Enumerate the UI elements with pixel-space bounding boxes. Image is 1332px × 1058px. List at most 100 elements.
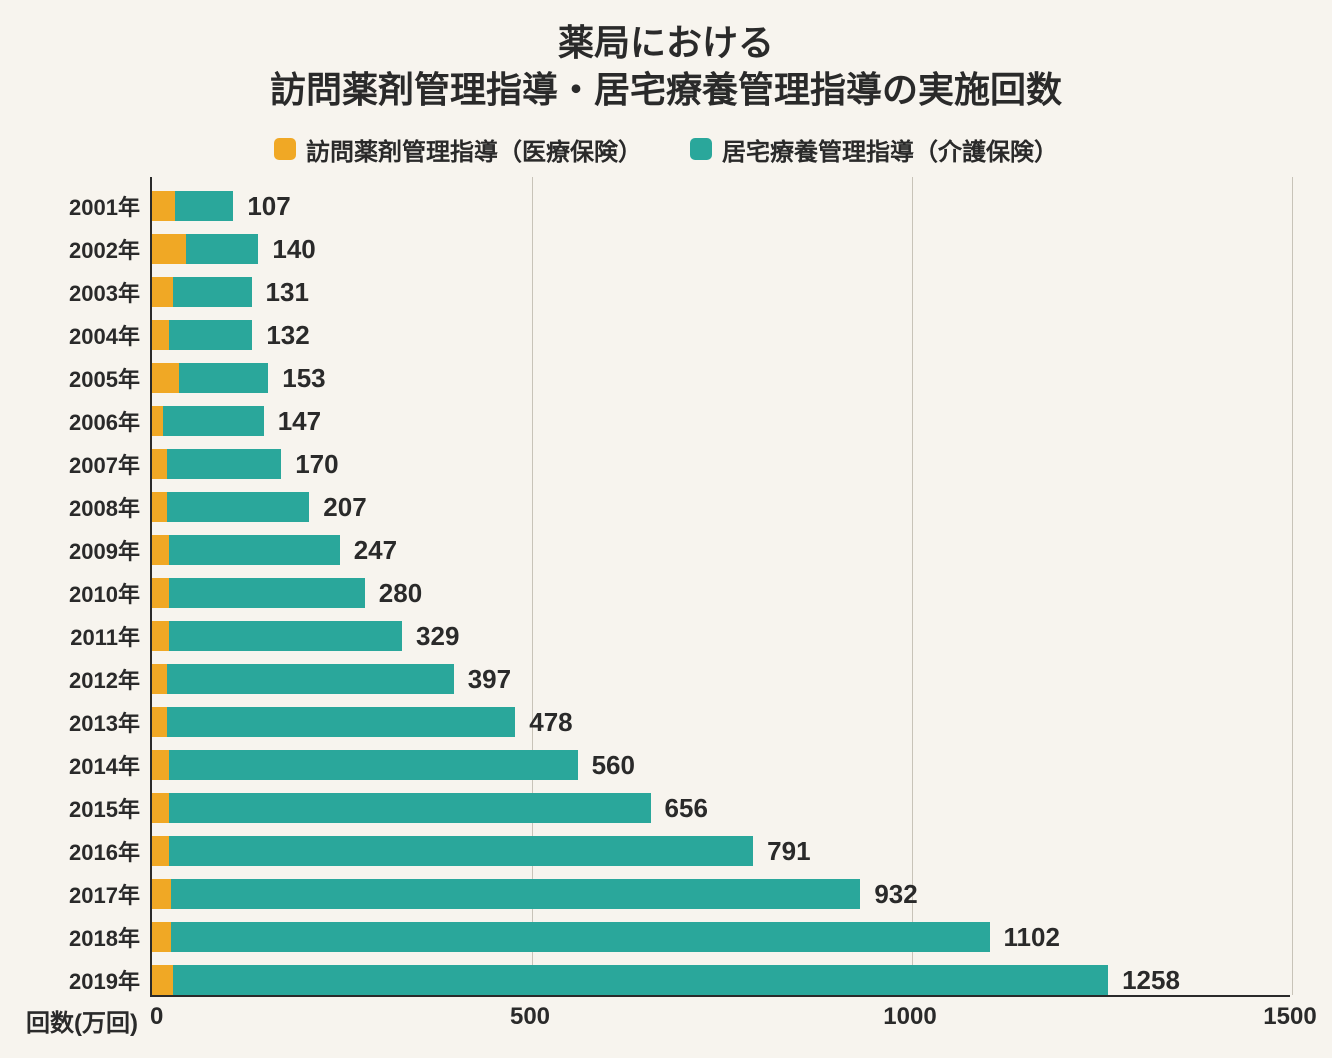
bar-total-label: 131 [266,277,309,308]
x-axis-tick-label: 500 [510,1003,550,1031]
bar-stack [152,185,233,228]
bar-row: 2010年280 [152,572,1290,615]
bar-row: 2014年560 [152,744,1290,787]
bar-segment-series-2 [175,191,234,221]
title-line-2: 訪問薬剤管理指導・居宅療養管理指導の実施回数 [30,67,1302,114]
bar-segment-series-2 [167,707,515,737]
bar-stack [152,959,1108,1002]
legend-label-2: 居宅療養管理指導（介護保険） [722,132,1058,167]
bar-stack [152,400,264,443]
bar-stack [152,744,578,787]
bar-total-label: 132 [266,320,309,351]
bar-segment-series-2 [167,492,309,522]
bar-total-label: 560 [592,750,635,781]
bar-stack [152,486,309,529]
bar-row: 2013年478 [152,701,1290,744]
y-axis-category-label: 2002年 [69,233,152,265]
y-axis-category-label: 2019年 [69,964,152,996]
y-axis-category-label: 2014年 [69,749,152,781]
bar-segment-series-2 [173,965,1108,995]
bar-segment-series-1 [152,320,169,350]
bar-stack [152,443,281,486]
bar-total-label: 140 [272,234,315,265]
bar-row: 2018年1102 [152,916,1290,959]
bar-row: 2015年656 [152,787,1290,830]
bar-row: 2011年329 [152,615,1290,658]
x-axis-tick-label: 0 [150,1003,163,1031]
bar-total-label: 478 [529,707,572,738]
bar-segment-series-1 [152,750,169,780]
bar-stack [152,787,651,830]
y-axis-category-label: 2016年 [69,835,152,867]
bar-segment-series-2 [179,363,269,393]
bar-segment-series-1 [152,535,169,565]
bar-segment-series-1 [152,492,167,522]
y-axis-category-label: 2005年 [69,362,152,394]
bar-total-label: 656 [665,793,708,824]
bar-stack [152,916,990,959]
bar-segment-series-2 [171,922,990,952]
bar-segment-series-2 [173,277,251,307]
bar-segment-series-2 [169,578,365,608]
bar-total-label: 932 [874,879,917,910]
bar-segment-series-2 [163,406,263,436]
x-axis-tick-label: 1500 [1263,1003,1316,1031]
bar-row: 2006年147 [152,400,1290,443]
bar-row: 2019年1258 [152,959,1290,1002]
bar-segment-series-2 [169,750,578,780]
bar-segment-series-1 [152,277,173,307]
y-axis-category-label: 2013年 [69,706,152,738]
bar-stack [152,658,454,701]
legend-swatch-1 [274,138,296,160]
bar-stack [152,314,252,357]
bar-segment-series-1 [152,879,171,909]
y-axis-category-label: 2007年 [69,448,152,480]
legend: 訪問薬剤管理指導（医療保険） 居宅療養管理指導（介護保険） [30,132,1302,167]
y-axis-category-label: 2011年 [70,620,152,652]
bar-row: 2008年207 [152,486,1290,529]
bar-segment-series-2 [169,793,651,823]
bar-segment-series-1 [152,707,167,737]
y-axis-category-label: 2008年 [69,491,152,523]
bar-segment-series-1 [152,363,179,393]
bar-segment-series-2 [169,535,340,565]
bar-total-label: 153 [282,363,325,394]
bar-segment-series-2 [169,836,753,866]
plot-area: 2001年1072002年1402003年1312004年1322005年153… [150,177,1290,997]
bar-segment-series-2 [186,234,258,264]
bar-segment-series-2 [169,320,253,350]
bar-row: 2004年132 [152,314,1290,357]
bar-segment-series-2 [169,621,402,651]
bar-segment-series-1 [152,406,163,436]
y-axis-category-label: 2015年 [69,792,152,824]
bar-segment-series-2 [167,664,454,694]
bar-segment-series-2 [171,879,860,909]
bar-segment-series-1 [152,621,169,651]
bar-row: 2009年247 [152,529,1290,572]
y-axis-category-label: 2018年 [69,921,152,953]
x-axis: 回数(万回) 050010001500 [150,997,1290,1031]
bar-total-label: 170 [295,449,338,480]
bar-row: 2002年140 [152,228,1290,271]
bar-row: 2016年791 [152,830,1290,873]
bar-stack [152,873,860,916]
bar-row: 2005年153 [152,357,1290,400]
bar-total-label: 1258 [1122,965,1180,996]
y-axis-category-label: 2006年 [69,405,152,437]
y-axis-category-label: 2012年 [69,663,152,695]
title-line-1: 薬局における [30,20,1302,67]
bar-row: 2017年932 [152,873,1290,916]
chart: 2001年1072002年1402003年1312004年1322005年153… [50,177,1282,1031]
bar-segment-series-2 [167,449,281,479]
y-axis-category-label: 2003年 [69,276,152,308]
bar-total-label: 280 [379,578,422,609]
y-axis-category-label: 2001年 [69,190,152,222]
legend-label-1: 訪問薬剤管理指導（医療保険） [306,132,642,167]
bar-total-label: 329 [416,621,459,652]
bar-segment-series-1 [152,965,173,995]
bar-segment-series-1 [152,234,186,264]
x-axis-tick-label: 1000 [883,1003,936,1031]
chart-title: 薬局における 訪問薬剤管理指導・居宅療養管理指導の実施回数 [30,20,1302,114]
bar-row: 2007年170 [152,443,1290,486]
legend-item-series-2: 居宅療養管理指導（介護保険） [690,132,1058,167]
